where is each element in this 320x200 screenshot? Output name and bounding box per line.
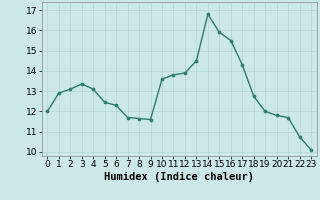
- X-axis label: Humidex (Indice chaleur): Humidex (Indice chaleur): [104, 172, 254, 182]
